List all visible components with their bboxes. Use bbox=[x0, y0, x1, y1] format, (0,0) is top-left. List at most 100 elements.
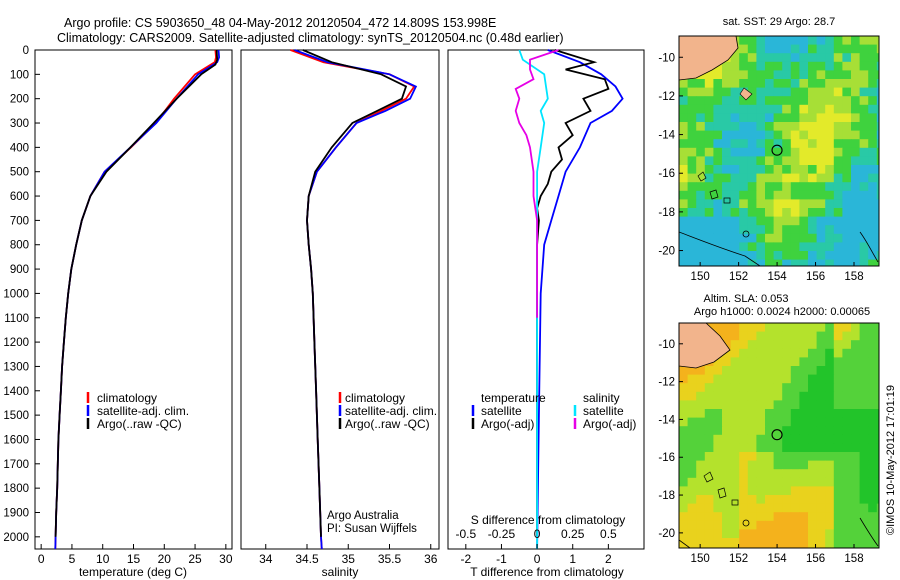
map-cell bbox=[808, 259, 817, 266]
map-cell bbox=[713, 417, 723, 427]
map-cell bbox=[722, 225, 731, 235]
map-cell bbox=[765, 340, 774, 350]
map-cell bbox=[782, 331, 792, 341]
map-cell bbox=[756, 409, 766, 418]
map-cell bbox=[679, 434, 688, 444]
map-cell bbox=[704, 409, 714, 418]
map-cell bbox=[876, 331, 879, 341]
map-cell bbox=[851, 460, 860, 470]
map-cell bbox=[799, 139, 809, 149]
map-cell bbox=[773, 520, 783, 530]
map-cell bbox=[722, 156, 731, 166]
map-cell bbox=[842, 452, 852, 461]
map-cell bbox=[825, 460, 835, 470]
map-cell bbox=[808, 348, 817, 358]
map-cell bbox=[790, 173, 800, 183]
map-cell bbox=[799, 87, 809, 97]
map-cell bbox=[773, 156, 783, 166]
map-cell bbox=[765, 495, 774, 504]
map-cell bbox=[799, 452, 809, 461]
series-line bbox=[536, 49, 610, 537]
map-cell bbox=[851, 452, 860, 461]
legend-argo-label: Argo(..raw -QC) bbox=[345, 417, 430, 431]
map-cell bbox=[722, 469, 731, 479]
map-y-tick-label: -16 bbox=[658, 168, 675, 180]
map-cell bbox=[722, 460, 731, 470]
map-cell bbox=[730, 443, 740, 453]
y-tick-label: 0 bbox=[23, 45, 29, 57]
map-cell bbox=[765, 173, 774, 183]
map-cell bbox=[808, 156, 817, 166]
map-cell bbox=[722, 122, 731, 131]
map-cell bbox=[833, 323, 843, 332]
map-cell bbox=[765, 383, 774, 393]
map-cell bbox=[868, 216, 878, 226]
map-cell bbox=[851, 426, 860, 436]
map-cell bbox=[816, 340, 826, 350]
map-cell bbox=[773, 147, 783, 157]
map-cell bbox=[713, 323, 723, 332]
map-cell bbox=[679, 104, 688, 114]
map-cell bbox=[799, 400, 809, 410]
map-cell bbox=[782, 323, 792, 332]
map-cell bbox=[722, 259, 731, 266]
map-cell bbox=[687, 383, 697, 393]
map-cell bbox=[679, 96, 688, 106]
map-cell bbox=[696, 503, 706, 513]
map-cell bbox=[799, 190, 809, 200]
map-cell bbox=[842, 486, 852, 496]
y-tick-label: 600 bbox=[10, 191, 29, 203]
map-cell bbox=[851, 199, 860, 209]
map-cell bbox=[876, 469, 879, 479]
map-cell bbox=[747, 357, 757, 367]
map-cell bbox=[713, 391, 723, 401]
map-cell bbox=[765, 546, 774, 548]
map-cell bbox=[842, 251, 852, 260]
map-cell bbox=[842, 417, 852, 427]
map-cell bbox=[859, 469, 869, 479]
map-cell bbox=[859, 70, 869, 80]
map-cell bbox=[782, 216, 792, 226]
map-cell bbox=[773, 400, 783, 410]
map-cell bbox=[842, 165, 852, 174]
map-cell bbox=[825, 242, 835, 252]
map-cell bbox=[730, 417, 740, 427]
map-cell bbox=[696, 96, 706, 106]
map-cell bbox=[730, 409, 740, 418]
map-cell bbox=[704, 87, 714, 97]
map-cell bbox=[868, 182, 878, 192]
map-cell bbox=[816, 486, 826, 496]
map-cell bbox=[679, 391, 688, 401]
map-cell bbox=[765, 251, 774, 260]
map-cell bbox=[730, 190, 740, 200]
map-cell bbox=[816, 348, 826, 358]
map-cell bbox=[833, 113, 843, 123]
map-cell bbox=[816, 417, 826, 427]
map-cell bbox=[842, 434, 852, 444]
map-cell bbox=[825, 477, 835, 487]
map-cell bbox=[859, 87, 869, 97]
map-cell bbox=[747, 233, 757, 243]
map-cell bbox=[756, 139, 766, 149]
map-cell bbox=[765, 434, 774, 444]
map-cell bbox=[739, 400, 749, 410]
map-cell bbox=[765, 87, 774, 97]
map-cell bbox=[825, 417, 835, 427]
map-cell bbox=[825, 434, 835, 444]
map-cell bbox=[859, 104, 869, 114]
map-cell bbox=[722, 331, 731, 341]
map-cell bbox=[851, 113, 860, 123]
map-cell bbox=[868, 409, 878, 418]
map-cell bbox=[790, 520, 800, 530]
map-cell bbox=[739, 340, 749, 350]
map-cell bbox=[739, 366, 749, 375]
map-cell bbox=[825, 36, 835, 45]
map-cell bbox=[687, 495, 697, 504]
map-cell bbox=[799, 409, 809, 418]
map-cell bbox=[687, 538, 697, 547]
map-cell bbox=[687, 130, 697, 140]
map-cell bbox=[713, 538, 723, 547]
map-cell bbox=[704, 512, 714, 522]
map-cell bbox=[687, 520, 697, 530]
map-cell bbox=[876, 340, 879, 350]
